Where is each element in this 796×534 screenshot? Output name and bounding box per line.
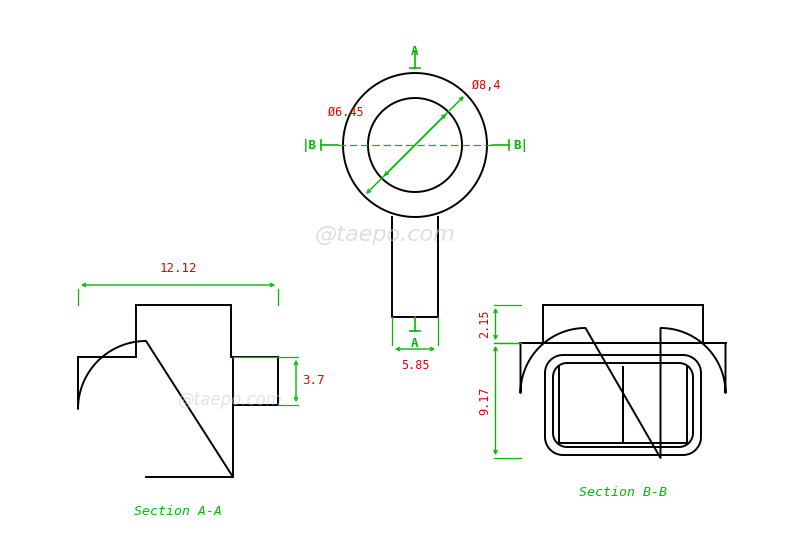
Text: 3.7: 3.7 <box>302 374 325 388</box>
Text: @taepo.com: @taepo.com <box>178 391 283 409</box>
Text: Section B-B: Section B-B <box>579 486 667 499</box>
Text: B|: B| <box>513 138 528 152</box>
Text: 9.17: 9.17 <box>478 386 491 415</box>
Text: 2.15: 2.15 <box>478 310 491 338</box>
Text: 5.85: 5.85 <box>400 359 429 372</box>
Text: Section A-A: Section A-A <box>134 505 222 518</box>
Text: @taepo.com: @taepo.com <box>314 225 455 245</box>
Text: |B: |B <box>302 138 317 152</box>
Text: A: A <box>412 337 419 350</box>
Text: Ø8,4: Ø8,4 <box>472 79 501 92</box>
Text: 12.12: 12.12 <box>159 262 197 275</box>
Text: A: A <box>412 45 419 58</box>
Text: Ø6.45: Ø6.45 <box>329 106 364 119</box>
